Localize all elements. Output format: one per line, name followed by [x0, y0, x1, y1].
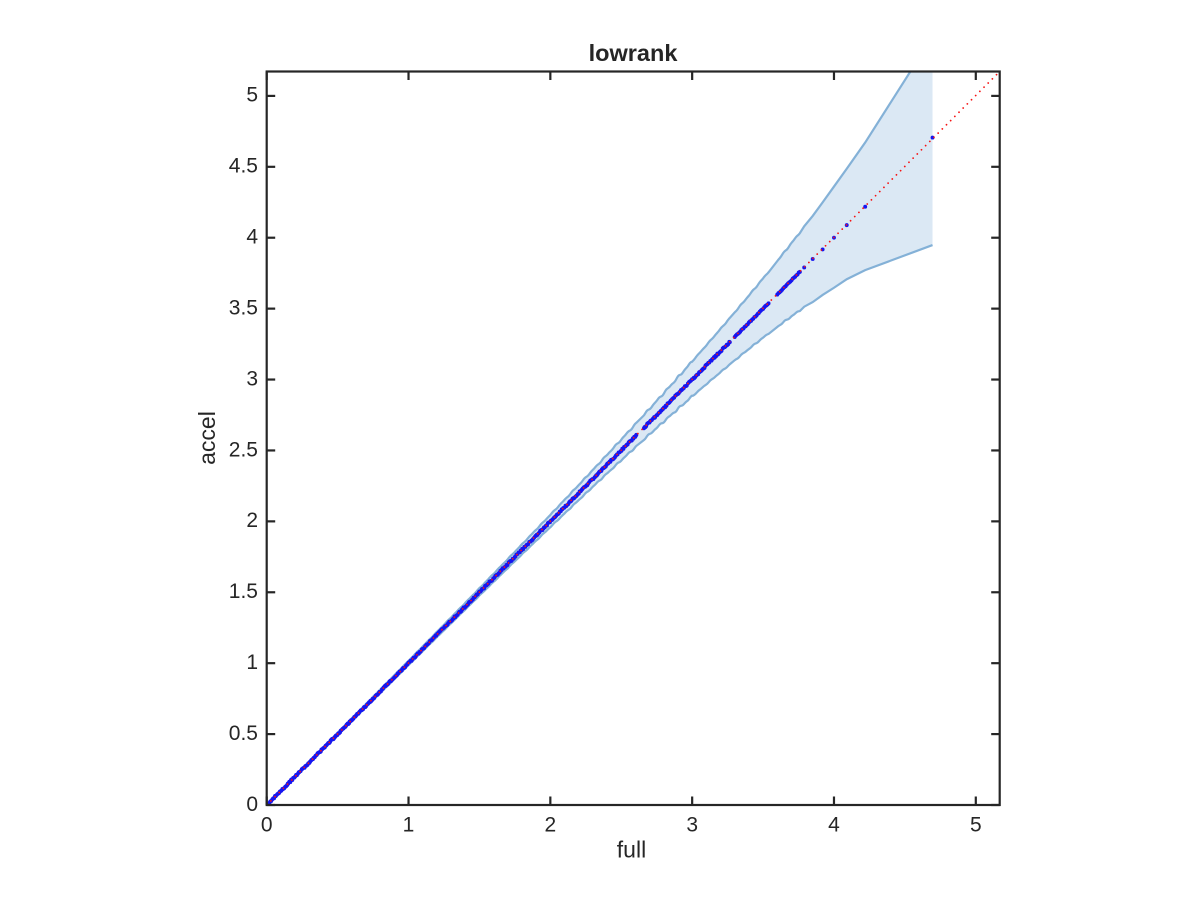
svg-text:lowrank: lowrank: [589, 40, 679, 66]
svg-text:3.5: 3.5: [229, 296, 258, 319]
svg-text:1: 1: [246, 651, 258, 674]
svg-text:full: full: [617, 837, 646, 863]
svg-text:4: 4: [246, 226, 258, 249]
svg-text:1.5: 1.5: [229, 580, 258, 603]
svg-text:0: 0: [261, 814, 273, 837]
svg-text:4: 4: [828, 814, 840, 837]
svg-text:5: 5: [970, 814, 982, 837]
svg-text:5: 5: [246, 84, 258, 107]
svg-text:2: 2: [544, 814, 556, 837]
svg-text:2.5: 2.5: [229, 438, 258, 461]
svg-text:1: 1: [403, 814, 415, 837]
svg-text:2: 2: [246, 509, 258, 532]
svg-text:accel: accel: [194, 411, 220, 465]
svg-text:4.5: 4.5: [229, 155, 258, 178]
svg-text:0.5: 0.5: [229, 722, 258, 745]
svg-text:3: 3: [686, 814, 698, 837]
svg-text:0: 0: [246, 793, 258, 816]
svg-text:3: 3: [246, 367, 258, 390]
